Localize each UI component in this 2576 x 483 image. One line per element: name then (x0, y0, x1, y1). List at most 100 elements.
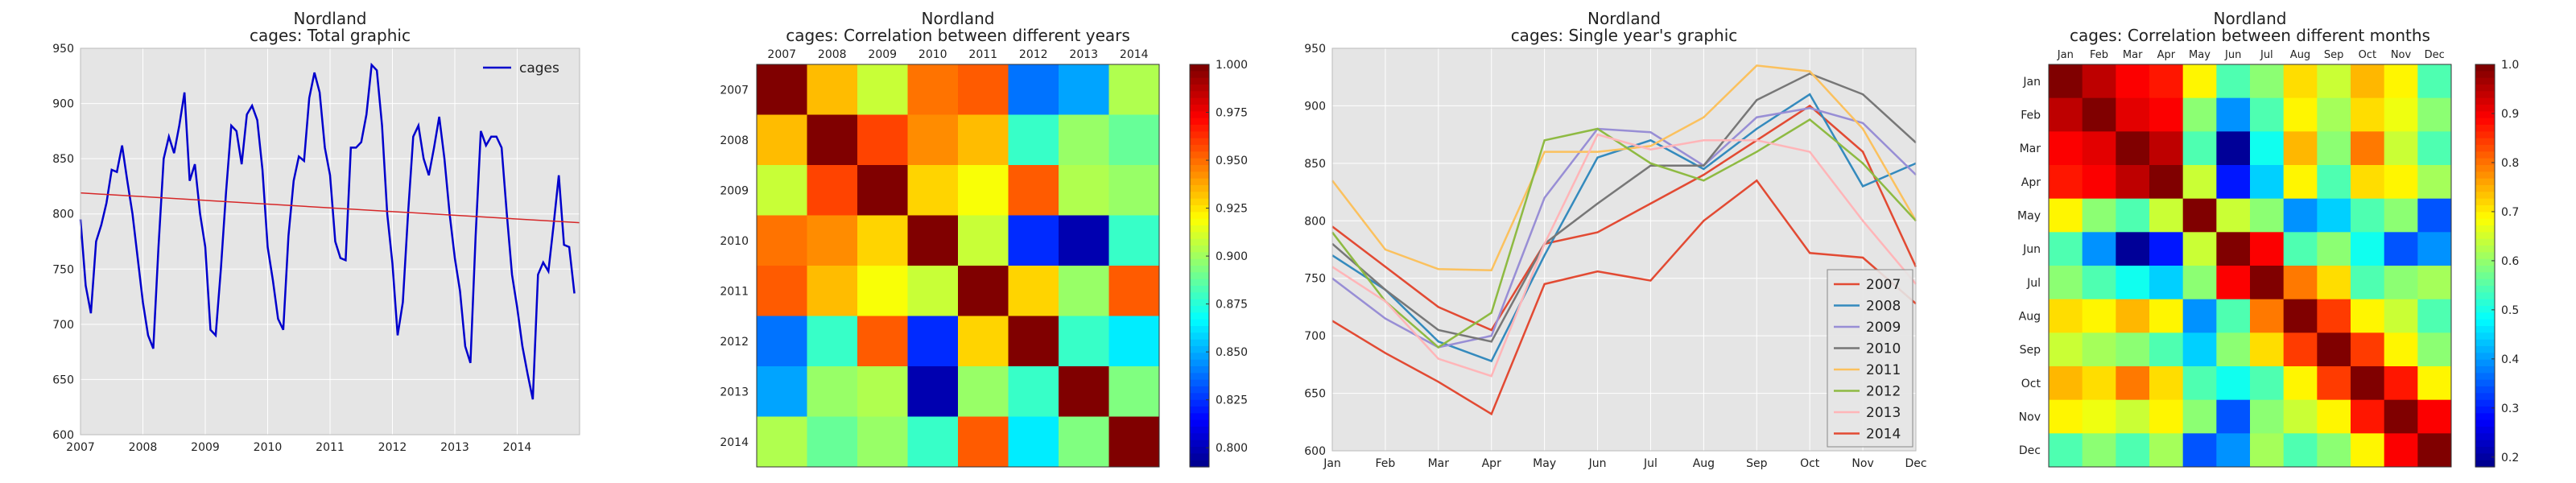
colorbar-step (1190, 440, 1209, 448)
heatmap-cell (1008, 316, 1059, 367)
series-line-2010 (1331, 72, 1917, 343)
col-label: 2013 (1069, 48, 1098, 61)
heatmap-cell (2149, 332, 2184, 367)
y-tick-label: 900 (1304, 100, 1326, 113)
heatmap-cell (2149, 399, 2184, 434)
heatmap-cell (907, 416, 959, 468)
x-tick-label: 2007 (66, 441, 95, 454)
heatmap-cell (2351, 232, 2385, 266)
heatmap-cell (1008, 64, 1059, 115)
heatmap-cell (757, 215, 807, 266)
colorbar-step (1190, 286, 1209, 293)
heatmap-cell (2384, 266, 2418, 300)
colorbar-step (2475, 151, 2495, 159)
colorbar-tick-label: 0.9 (2501, 108, 2519, 121)
heatmap-cell (857, 114, 908, 166)
colorbar-step (2475, 407, 2495, 414)
row-label: 2012 (720, 336, 749, 349)
heatmap-cell (2082, 433, 2116, 468)
heatmap-cell (2417, 232, 2452, 266)
heatmap-cell (2417, 165, 2452, 200)
heatmap-cell (1059, 366, 1109, 417)
colorbar-step (2475, 178, 2495, 186)
colorbar-step (1190, 460, 1209, 468)
colorbar-step (1190, 151, 1209, 159)
colorbar-step (2475, 165, 2495, 172)
heatmap-cell (2082, 64, 2116, 99)
x-tick-label: 2012 (378, 441, 407, 454)
trend-line (80, 192, 580, 224)
heatmap-cell (2283, 232, 2318, 266)
heatmap-cell (857, 316, 908, 367)
colorbar-step (1190, 238, 1209, 246)
plot-frame (80, 47, 580, 436)
heatmap-cell (2417, 299, 2452, 333)
colorbar-step (2475, 386, 2495, 394)
col-label: Apr (2157, 49, 2176, 61)
row-label: Nov (2019, 411, 2041, 424)
heatmap-cell (2082, 198, 2116, 233)
colorbar-step (1190, 218, 1209, 226)
heatmap-cell (2417, 332, 2452, 367)
colorbar-step (1190, 399, 1209, 407)
row-label: Aug (2019, 311, 2041, 324)
row-label: 2013 (720, 386, 749, 398)
x-tick-label: 2013 (440, 441, 469, 454)
heatmap-cell (2116, 232, 2150, 266)
series-line-2007 (1331, 104, 1918, 332)
col-label: 2009 (868, 48, 897, 61)
heatmap-cell (907, 114, 959, 166)
heatmap-cell (2250, 366, 2285, 401)
heatmap-cell (2149, 165, 2184, 200)
colorbar-step (2475, 91, 2495, 99)
heatmap-cells (2049, 64, 2452, 468)
heatmap-cell (2283, 266, 2318, 300)
colorbar-tick-label: 0.2 (2501, 452, 2519, 464)
colorbar-step (2475, 77, 2495, 85)
x-tick-label: 2010 (254, 441, 283, 454)
chart-title-line: cages: Single year's graphic (1511, 26, 1738, 45)
legend-label-2013: 2013 (1866, 405, 1901, 421)
heatmap-cell (2049, 198, 2083, 233)
colorbar-tick-label: 0.800 (1216, 442, 1248, 455)
heatmap-cell (2049, 232, 2083, 266)
colorbar-step (2475, 292, 2495, 300)
colorbar-step (2475, 252, 2495, 260)
col-label: 2014 (1120, 48, 1149, 61)
heatmap-cell (2182, 399, 2217, 434)
legend-box (1827, 269, 1913, 448)
colorbar-step (1190, 433, 1209, 441)
heatmap-cell (2049, 131, 2083, 166)
heatmap-cell (907, 266, 959, 316)
colorbar-step (1190, 393, 1209, 401)
heatmap-cell (807, 165, 858, 216)
colorbar-step (1190, 138, 1209, 146)
heatmap-cell (2149, 433, 2184, 468)
heatmap-cell (1008, 366, 1059, 417)
colorbar-step (2475, 266, 2495, 273)
series-line-cages (79, 62, 576, 400)
colorbar-step (1190, 413, 1209, 421)
heatmap-cell (2149, 97, 2184, 132)
colorbar-step (1190, 339, 1209, 347)
heatmap-cell (2417, 97, 2452, 132)
row-label: Oct (2021, 378, 2041, 390)
chart-title-line: cages: Correlation between different mon… (2070, 26, 2430, 45)
heatmap-cell (2216, 97, 2251, 132)
row-label: Jun (2022, 243, 2041, 256)
series-line-2009 (1331, 107, 1917, 349)
chart-title-line: Nordland (922, 9, 995, 28)
heatmap-cell (2317, 198, 2351, 233)
colorbar-step (1190, 373, 1209, 381)
heatmap-cell (2182, 266, 2217, 300)
y-tick-label: 600 (1304, 445, 1326, 458)
x-tick-label: 2008 (129, 441, 158, 454)
legend-label-2009: 2009 (1866, 320, 1901, 336)
heatmap-cell (958, 266, 1009, 316)
row-label: Jan (2022, 76, 2041, 89)
col-label: Jan (2057, 49, 2074, 61)
heatmap-cell (1108, 416, 1160, 468)
heatmap-cell (2384, 433, 2418, 468)
heatmap-cell (2049, 366, 2083, 401)
colorbar-step (1190, 272, 1209, 280)
